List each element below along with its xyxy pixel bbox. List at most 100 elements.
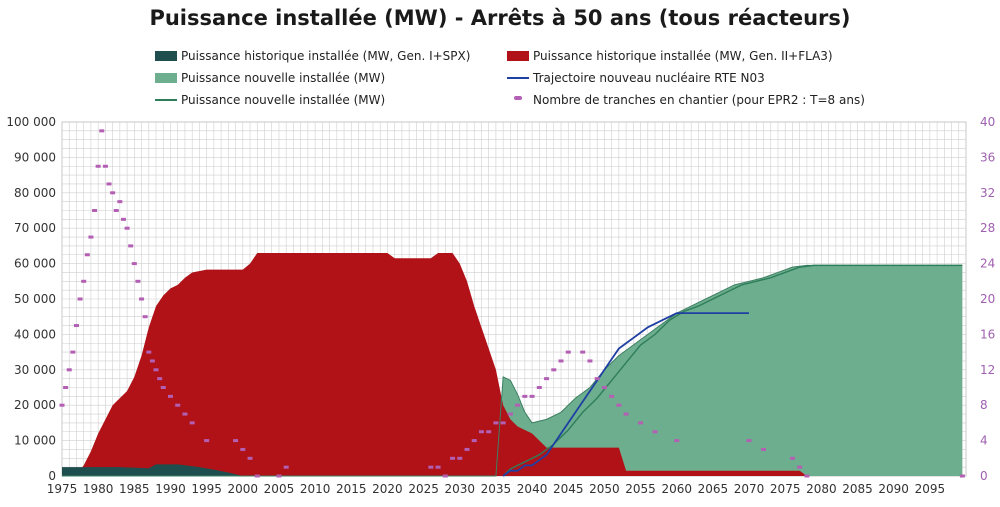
marker-chantier	[110, 191, 116, 195]
legend-label-gen1: Puissance historique installée (MW, Gen.…	[181, 49, 471, 63]
x-tick-label: 1995	[191, 482, 222, 496]
marker-chantier	[131, 262, 137, 266]
marker-chantier	[63, 386, 69, 389]
marker-chantier	[146, 350, 152, 354]
marker-chantier	[153, 368, 159, 372]
x-tick-label: 2005	[264, 482, 295, 496]
marker-chantier	[139, 297, 145, 301]
marker-chantier	[157, 377, 163, 381]
legend-swatch-gen2	[507, 51, 529, 61]
x-tick-label: 2040	[517, 482, 548, 496]
y-right-tick-label: 28	[980, 221, 995, 235]
marker-chantier	[254, 474, 260, 478]
marker-chantier	[507, 412, 513, 416]
area-gen1-historic	[62, 464, 243, 476]
marker-chantier	[189, 421, 195, 425]
x-tick-label: 2020	[372, 482, 403, 496]
marker-chantier	[99, 129, 105, 133]
x-tick-label: 2060	[661, 482, 692, 496]
x-tick-label: 2045	[553, 482, 584, 496]
legend-item-new-line: Puissance nouvelle installée (MW)	[155, 92, 385, 108]
marker-chantier	[493, 421, 499, 425]
marker-chantier	[113, 209, 119, 212]
y-left-tick-label: 100 000	[6, 115, 56, 129]
x-tick-label: 1985	[119, 482, 150, 496]
x-tick-label: 2015	[336, 482, 367, 496]
marker-chantier	[120, 217, 126, 221]
marker-chantier	[450, 456, 456, 460]
marker-chantier	[486, 430, 492, 434]
marker-chantier	[674, 439, 680, 443]
marker-chantier	[565, 350, 571, 354]
legend-label-new-line: Puissance nouvelle installée (MW)	[181, 93, 386, 107]
marker-chantier	[70, 350, 76, 354]
legend-label-rte: Trajectoire nouveau nucléaire RTE N03	[533, 71, 765, 85]
legend-swatch-new-area	[155, 73, 177, 83]
y-left-tick-label: 20 000	[14, 398, 56, 412]
x-tick-label: 2000	[228, 482, 259, 496]
marker-chantier	[175, 403, 181, 407]
marker-chantier	[167, 394, 173, 398]
marker-chantier	[182, 412, 188, 416]
marker-chantier	[609, 394, 615, 398]
marker-chantier	[529, 394, 535, 398]
line-new-installed	[502, 264, 963, 477]
marker-chantier	[478, 430, 484, 434]
y-left-tick-label: 70 000	[14, 221, 56, 235]
marker-chantier	[797, 465, 803, 469]
x-tick-label: 1980	[83, 482, 114, 496]
x-tick-label: 2035	[481, 482, 512, 496]
marker-chantier	[66, 368, 72, 372]
y-right-tick-label: 40	[980, 115, 995, 129]
y-right-tick-label: 20	[980, 292, 995, 306]
legend-swatch-gen1	[155, 51, 177, 61]
marker-chantier	[142, 315, 148, 319]
marker-chantier	[135, 279, 141, 283]
marker-chantier	[117, 200, 123, 204]
marker-chantier	[544, 377, 550, 381]
marker-chantier	[652, 430, 658, 434]
marker-chantier	[92, 209, 98, 212]
area-new-installed	[62, 265, 963, 476]
legend-item-rte: Trajectoire nouveau nucléaire RTE N03	[507, 70, 765, 86]
line-rte-n03	[502, 312, 750, 477]
marker-chantier	[77, 297, 83, 301]
legend-swatch-rte	[507, 77, 529, 79]
x-tick-label: 2025	[408, 482, 439, 496]
y-right-tick-label: 12	[980, 363, 995, 377]
marker-chantier	[84, 253, 90, 257]
x-tick-label: 2090	[878, 482, 909, 496]
x-tick-label: 2095	[915, 482, 946, 496]
marker-chantier	[638, 421, 644, 425]
x-tick-label: 1990	[155, 482, 186, 496]
legend-label-new-area: Puissance nouvelle installée (MW)	[181, 71, 386, 85]
x-tick-label: 2080	[806, 482, 837, 496]
marker-chantier	[580, 350, 586, 354]
x-tick-label: 2010	[300, 482, 331, 496]
marker-chantier	[435, 465, 441, 469]
y-right-tick-label: 0	[980, 469, 988, 483]
y-right-tick-label: 32	[980, 186, 995, 200]
marker-chantier	[88, 235, 94, 239]
y-right-tick-label: 8	[980, 398, 988, 412]
marker-chantier	[804, 474, 810, 478]
y-left-tick-label: 0	[48, 469, 56, 483]
legend-item-gen2: Puissance historique installée (MW, Gen.…	[507, 48, 833, 64]
marker-chantier	[233, 439, 239, 443]
legend-item-new-area: Puissance nouvelle installée (MW)	[155, 70, 385, 86]
marker-chantier	[587, 359, 593, 363]
marker-chantier	[124, 226, 130, 230]
y-right-tick-label: 36	[980, 150, 995, 164]
y-left-tick-label: 40 000	[14, 327, 56, 341]
marker-chantier	[601, 386, 607, 389]
legend-item-chantier: Nombre de tranches en chantier (pour EPR…	[507, 92, 865, 108]
y-left-tick-label: 90 000	[14, 150, 56, 164]
y-right-tick-label: 4	[980, 434, 988, 448]
marker-chantier	[149, 359, 155, 363]
marker-chantier	[81, 279, 87, 283]
marker-chantier	[106, 182, 112, 186]
marker-chantier	[789, 456, 795, 460]
marker-chantier	[500, 421, 506, 425]
area-gen2-historic	[62, 252, 966, 476]
